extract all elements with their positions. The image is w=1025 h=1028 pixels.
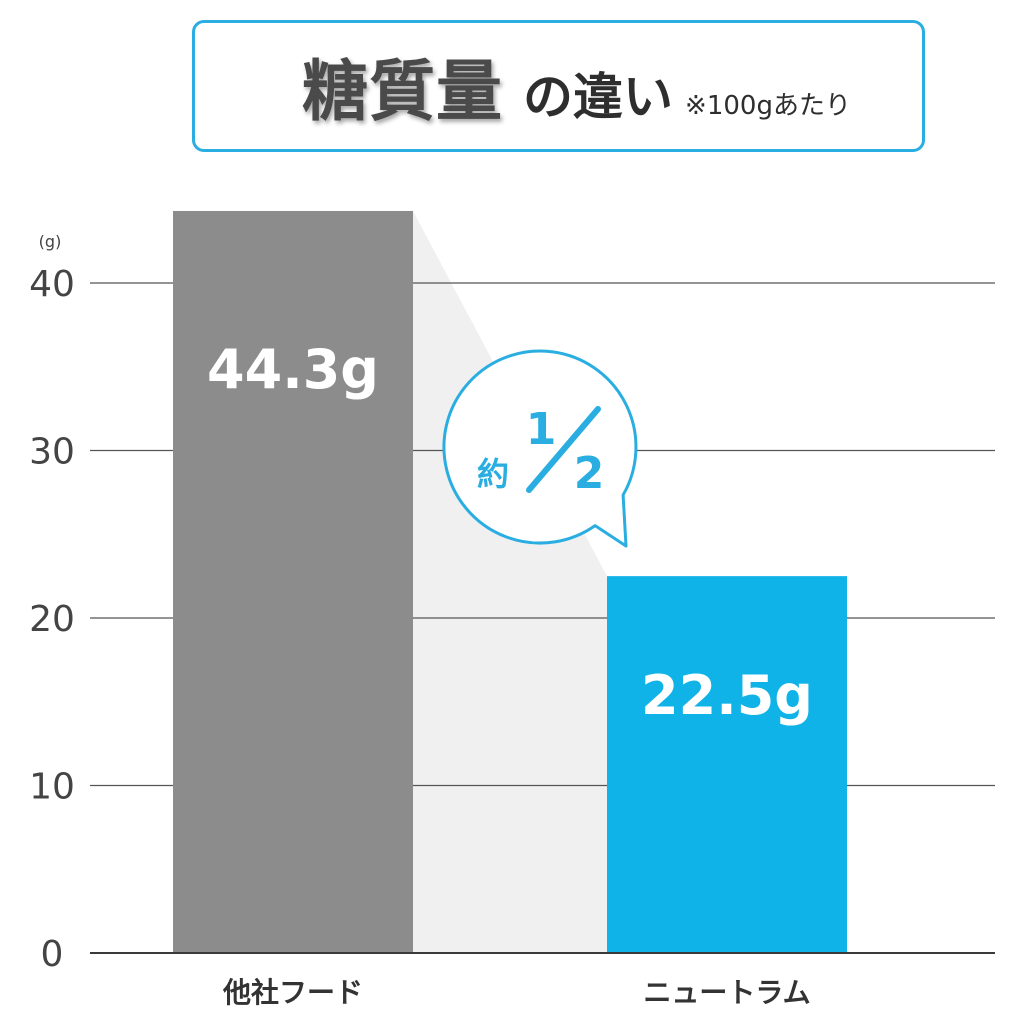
y-tick-label: 20 — [29, 599, 75, 640]
bars — [173, 210, 847, 954]
bubble-numerator: 1 — [526, 404, 557, 455]
fraction-slash — [526, 406, 601, 493]
bar-value-label: 44.3g — [207, 338, 379, 401]
bubble-denominator: 2 — [574, 448, 605, 499]
ratio-bubble: 約 1 2 — [442, 349, 638, 548]
bubble-prefix-text: 約 — [477, 455, 509, 493]
bar-connector-shade — [413, 210, 607, 954]
chart-title-suffix: の違い — [523, 68, 674, 126]
y-axis-unit-label: (g) — [39, 232, 62, 251]
y-tick-label: 10 — [29, 767, 75, 808]
labels: 0 10 20 30 40 (g) 44.3g 他社フード 22.5g ニュートラム — [29, 232, 813, 1009]
chart-subtitle: ※100gあたり — [685, 91, 851, 121]
y-tick-label: 30 — [29, 432, 75, 473]
y-tick-label: 0 — [41, 934, 64, 975]
bar-1 — [173, 210, 413, 954]
category-label: ニュートラム — [643, 976, 810, 1009]
chart-title: 糖質量 の違い ※100gあたり — [302, 38, 851, 134]
category-label: 他社フード — [222, 976, 363, 1009]
bar-value-label: 22.5g — [641, 664, 813, 727]
chart-title-main: 糖質量 — [302, 53, 504, 130]
chart-title-box: 糖質量 の違い ※100gあたり — [192, 20, 925, 152]
speech-bubble-shape — [442, 349, 638, 548]
y-tick-label: 40 — [29, 264, 75, 305]
bar-2 — [607, 576, 847, 953]
connector-layer — [413, 210, 607, 954]
